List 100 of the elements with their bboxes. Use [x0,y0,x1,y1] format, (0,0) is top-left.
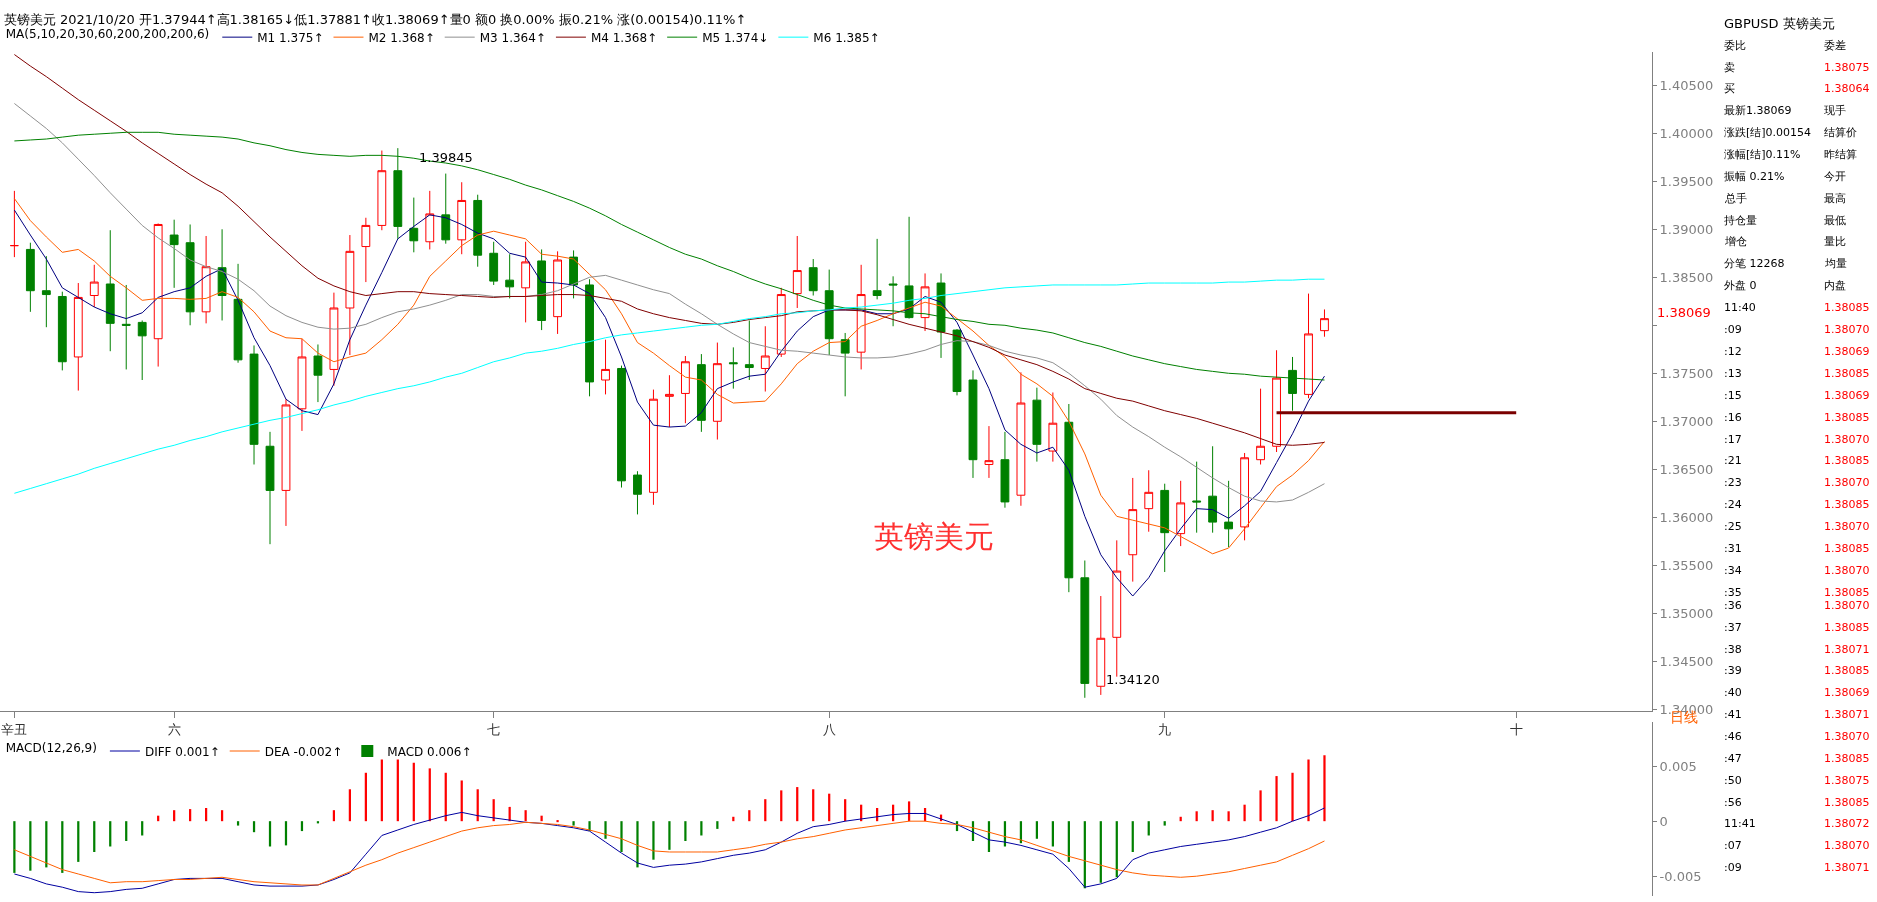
text: 委差 [1824,39,1846,52]
text: 均量 [1824,257,1847,270]
candlestick [153,223,163,368]
text: :17 [1724,433,1742,446]
text: 1.38070 [1824,564,1870,577]
candlestick [601,339,610,395]
text: :07 [1724,839,1742,852]
candlestick [808,258,818,297]
text: 1.38069 [1824,686,1870,699]
text: 1.38085 [1824,498,1870,511]
y-tick-label: 1.39500 [1659,173,1714,189]
text: 11:40 [1724,301,1756,314]
text: :15 [1724,389,1742,402]
y-tick-label: 0.005 [1659,758,1697,774]
legend-label: DEA -0.002↑ [264,744,343,759]
line-series [13,807,1325,894]
legend-title: MACD(12,26,9) [5,741,97,756]
candlestick [457,181,467,255]
text: 昨结算 [1824,148,1857,161]
text: :12 [1724,345,1742,358]
bar [1259,790,1262,822]
text: 1.38085 [1824,796,1870,809]
candlestick [712,342,722,441]
candlestick [1240,452,1250,541]
text: 量比 [1824,235,1846,248]
annotation: 1.39845 [419,150,473,165]
chart-title: 英镑美元 2021/10/20 开1.37944↑高1.38165↓低1.37881↑收1.38069↑量0 额0 换0.00% 振0.21% 涨(0.00154)0.11%↑ [3,12,747,28]
line-series [13,54,1325,446]
candlestick [776,287,786,358]
bar [1291,772,1294,822]
bar [348,789,352,822]
legend-label: M6 1.385↑ [813,30,880,45]
bar [1131,821,1134,852]
candlestick [409,197,419,253]
candlestick [265,431,275,545]
candlestick [1160,483,1170,573]
candlestick [505,253,515,299]
y-tick-label: 1.39000 [1659,221,1714,237]
bar [13,821,16,873]
text: 1.38069 [1824,389,1870,402]
candlestick [696,353,706,433]
text: :47 [1724,752,1742,765]
text: 买 [1724,82,1735,95]
candlestick [393,147,403,240]
bar [620,821,623,852]
text: 1.38085 [1824,542,1870,555]
text: 1.38069 [1657,305,1711,320]
y-tick-label: 1.40000 [1659,125,1714,141]
candlestick [1320,308,1329,338]
text: 涨幅[结]0.11% [1724,148,1801,161]
text: 1.38064 [1824,82,1870,95]
bar [300,821,304,832]
bar [1163,821,1166,826]
candlestick [888,275,898,327]
text: 1.38085 [1824,454,1870,467]
candlestick [281,398,291,527]
text: :56 [1724,796,1742,809]
y-tick-label: 1.37000 [1659,413,1714,429]
candlestick [1176,480,1186,547]
candlestick [744,319,754,381]
candlestick [936,272,946,359]
candlestick [1128,477,1138,583]
candlestick [1000,431,1010,509]
text: :50 [1724,774,1742,787]
text: 1.38069 [1824,345,1870,358]
y-tick-label: 1.35000 [1659,605,1714,621]
x-tick-label: 九 [1158,721,1172,737]
bar [1275,776,1278,822]
x-tick-label: 十 [1509,721,1523,737]
text: GBPUSD 英镑美元 [1724,16,1835,31]
legend-label: MACD 0.006↑ [387,744,472,759]
text: 1.38085 [1824,367,1870,380]
y-tick-label: 1.34500 [1659,653,1714,669]
candlestick [521,241,531,323]
candlestick [345,234,355,356]
text: 增仓 [1724,235,1747,248]
bar [125,821,128,841]
bar [700,821,703,836]
candlestick [633,470,642,515]
text: :36 [1724,599,1742,612]
line-series [13,278,1325,494]
bar [1195,811,1198,822]
candlestick [1224,480,1234,548]
text: 1.38070 [1824,323,1870,336]
text: 1.38072 [1824,817,1870,830]
text: 内盘 [1824,279,1846,292]
bar [1035,821,1039,839]
text: 1.38071 [1824,643,1870,656]
bar [684,821,687,841]
text: 最新1.38069 [1724,104,1792,117]
legend-label: M5 1.374↓ [702,30,769,45]
text: 1.38070 [1824,730,1870,743]
candlestick [297,338,307,432]
text: 总手 [1724,192,1747,205]
candlestick [9,190,19,258]
candlestick [425,190,435,250]
candlestick [73,282,83,392]
candlestick [1016,371,1026,507]
text: 1.38085 [1824,301,1870,314]
text: :37 [1724,621,1742,634]
